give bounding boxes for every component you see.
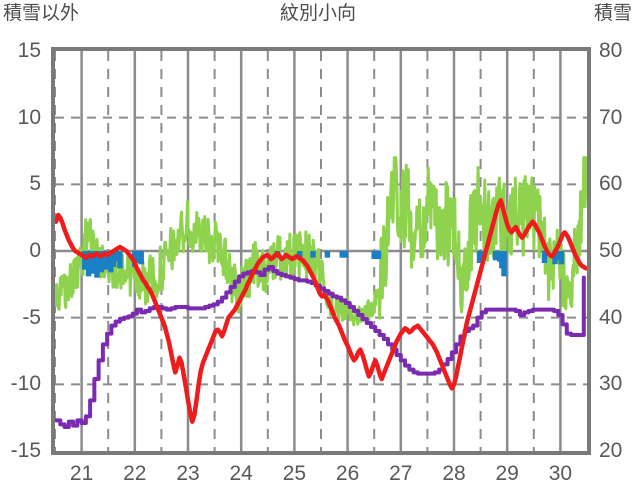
y-axis-right-tick: 40: [599, 305, 623, 329]
y-axis-right-tick: 50: [599, 239, 623, 262]
series-bar-precipitation: [492, 251, 499, 261]
series-bar-precipitation: [342, 251, 349, 258]
x-axis-tick: 27: [389, 462, 413, 485]
page-title: 紋別小向: [279, 2, 356, 24]
plot-area: [51, 47, 591, 455]
y-axis-left-tick: -10: [10, 372, 41, 396]
y-axis-right-tick: 20: [599, 439, 623, 462]
y-axis-left-tick: 5: [29, 172, 41, 196]
x-axis-tick: 21: [69, 462, 94, 485]
y-axis-left-tick: -5: [22, 305, 41, 329]
series-bar-precipitation: [554, 251, 561, 261]
series-bar-precipitation: [371, 251, 377, 259]
x-axis-tick: 29: [495, 462, 519, 485]
series-bar-precipitation: [138, 251, 144, 265]
y-axis-left-tick: 0: [29, 239, 41, 262]
y-axis-right-tick: 30: [599, 372, 623, 396]
series-bar-precipitation: [134, 251, 141, 263]
y-axis-right-tick: 60: [599, 172, 623, 196]
series-bar-precipitation: [110, 251, 117, 267]
plot-canvas: [55, 51, 587, 451]
series-bar-precipitation: [117, 251, 123, 269]
series-bar-precipitation: [478, 251, 485, 259]
y-axis-left-tick: -15: [10, 439, 41, 462]
series-bar-precipitation: [310, 251, 316, 258]
x-axis-tick: 28: [442, 462, 466, 485]
right-axis-unit-label: 積雪: [593, 2, 632, 24]
series-bar-precipitation: [558, 251, 565, 265]
x-axis-tick: 22: [123, 462, 147, 485]
series-bar-precipitation: [501, 251, 507, 277]
left-axis-unit-label: 積雪以外: [3, 2, 80, 24]
series-line-red: [55, 198, 587, 424]
series-line-purple: [55, 265, 586, 429]
series-bar-precipitation: [541, 251, 548, 263]
y-axis-left-tick: 15: [17, 39, 41, 62]
series-bar-precipitation: [339, 251, 346, 258]
x-axis-tick: 23: [176, 462, 200, 485]
series-bar-precipitation: [113, 251, 120, 262]
series-bar-precipitation: [375, 251, 382, 259]
x-axis-tick: 26: [335, 462, 360, 485]
x-axis-tick: 25: [282, 462, 307, 485]
series-bar-precipitation: [296, 251, 303, 258]
y-axis-right-tick: 80: [599, 39, 623, 62]
y-axis-right-tick: 70: [599, 105, 623, 129]
y-axis-left-tick: 10: [17, 105, 41, 129]
x-axis-tick: 30: [548, 462, 573, 485]
series-bar-precipitation: [324, 251, 331, 258]
x-axis-tick: 24: [229, 462, 253, 485]
